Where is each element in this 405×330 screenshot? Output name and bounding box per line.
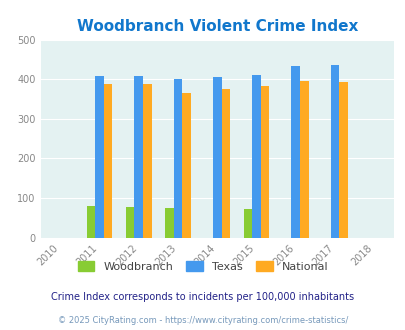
Title: Woodbranch Violent Crime Index: Woodbranch Violent Crime Index (76, 19, 357, 34)
Bar (221, 89, 230, 238)
Bar (86, 206, 95, 238)
Bar (95, 76, 104, 238)
Text: Crime Index corresponds to incidents per 100,000 inhabitants: Crime Index corresponds to incidents per… (51, 292, 354, 302)
Bar (291, 66, 299, 238)
Bar (299, 81, 308, 238)
Bar (182, 93, 190, 238)
Bar (126, 207, 134, 238)
Bar (252, 75, 260, 238)
Bar (212, 77, 221, 238)
Bar (243, 209, 252, 238)
Bar (104, 84, 112, 238)
Text: © 2025 CityRating.com - https://www.cityrating.com/crime-statistics/: © 2025 CityRating.com - https://www.city… (58, 315, 347, 325)
Bar (260, 86, 269, 238)
Bar (143, 84, 151, 238)
Bar (330, 65, 339, 238)
Bar (134, 76, 143, 238)
Bar (339, 82, 347, 238)
Bar (173, 79, 182, 238)
Bar (164, 208, 173, 238)
Legend: Woodbranch, Texas, National: Woodbranch, Texas, National (73, 256, 332, 276)
